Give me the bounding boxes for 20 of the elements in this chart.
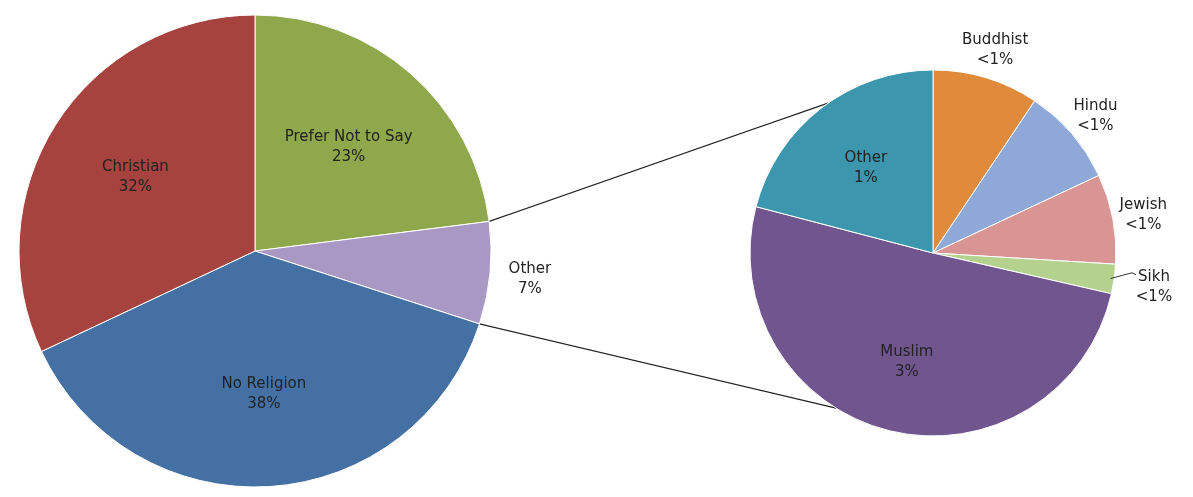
data-label: 1%: [854, 168, 878, 187]
slice-label: Hindu: [1073, 95, 1118, 114]
slice-label: Prefer Not to Say: [284, 126, 413, 145]
slice-label: Buddhist: [962, 30, 1029, 49]
slice-label: Muslim: [880, 341, 934, 360]
slice-label: Other: [844, 148, 889, 167]
data-label: 32%: [118, 177, 153, 196]
data-label: <1%: [1125, 214, 1162, 233]
data-label: 38%: [247, 394, 281, 413]
slice-label: Jewish: [1118, 194, 1168, 213]
data-label: 23%: [331, 146, 366, 165]
data-label: 7%: [518, 278, 542, 297]
data-label: 3%: [894, 361, 919, 380]
data-label: <1%: [1077, 115, 1114, 134]
slice-label: Christian: [102, 157, 169, 176]
slice-label: Sikh: [1138, 266, 1170, 285]
data-label: <1%: [976, 50, 1014, 69]
slice-label: Other: [508, 258, 553, 277]
data-label: <1%: [1135, 286, 1173, 305]
slice-label: No Religion: [221, 374, 307, 393]
